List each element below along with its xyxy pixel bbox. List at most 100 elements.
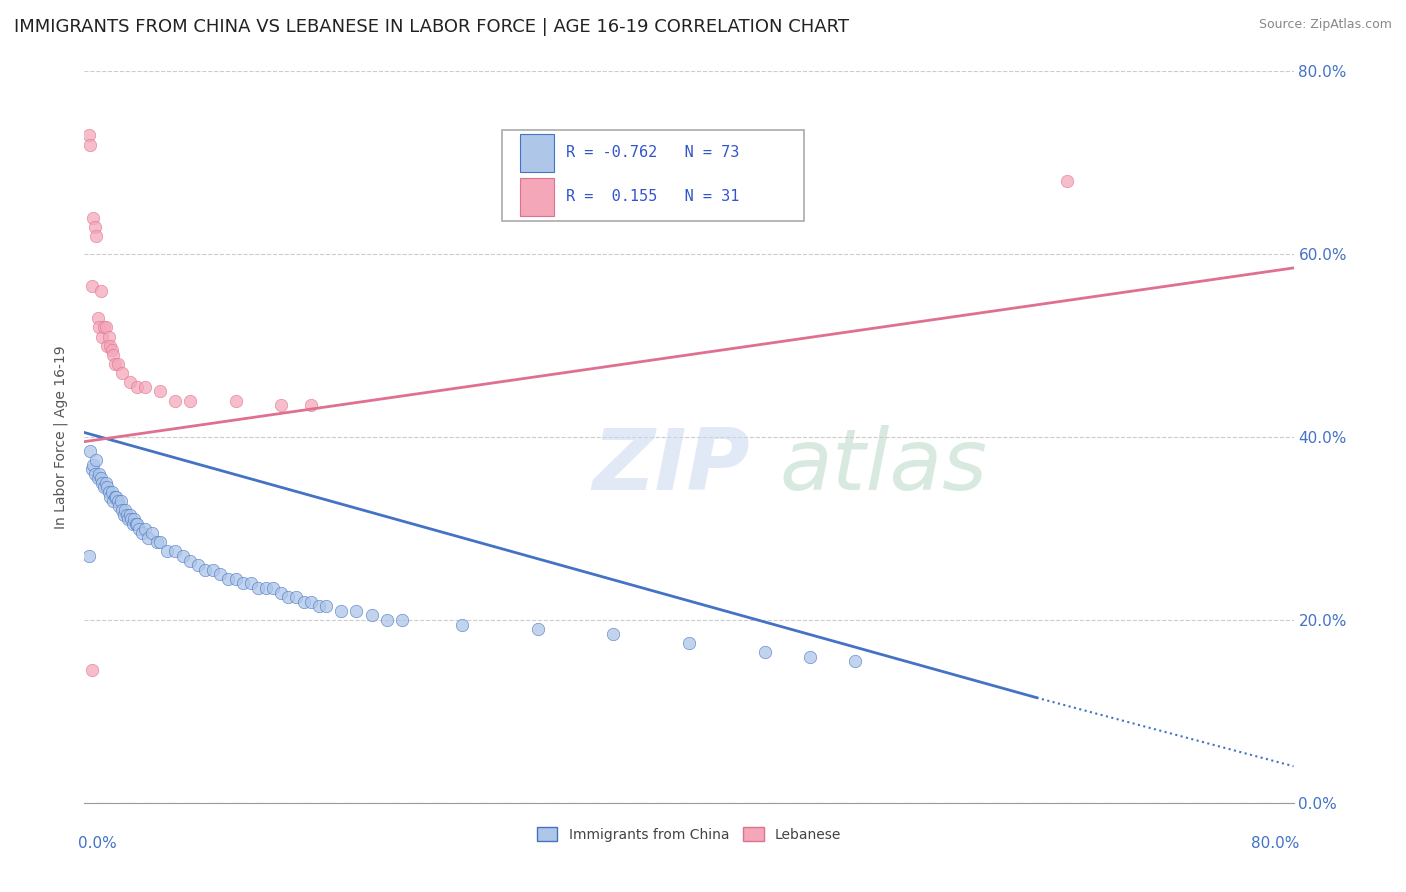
Point bbox=[89, 467, 111, 481]
Point bbox=[107, 357, 129, 371]
Point bbox=[239, 576, 262, 591]
Point bbox=[104, 490, 127, 504]
Point bbox=[101, 348, 124, 362]
Point bbox=[90, 471, 112, 485]
Point bbox=[299, 594, 322, 608]
Point bbox=[225, 572, 247, 586]
Point bbox=[86, 229, 108, 244]
Point bbox=[97, 485, 120, 500]
FancyBboxPatch shape bbox=[502, 130, 804, 221]
Point bbox=[247, 581, 270, 595]
Point bbox=[262, 581, 284, 595]
Text: ZIP: ZIP bbox=[592, 425, 749, 508]
Point bbox=[194, 563, 217, 577]
Point bbox=[94, 475, 117, 490]
Point bbox=[98, 490, 121, 504]
Text: atlas: atlas bbox=[780, 425, 987, 508]
Point bbox=[111, 366, 134, 380]
Text: Source: ZipAtlas.com: Source: ZipAtlas.com bbox=[1258, 18, 1392, 31]
Point bbox=[225, 393, 247, 408]
Text: IMMIGRANTS FROM CHINA VS LEBANESE IN LABOR FORCE | AGE 16-19 CORRELATION CHART: IMMIGRANTS FROM CHINA VS LEBANESE IN LAB… bbox=[14, 18, 849, 36]
Point bbox=[86, 453, 108, 467]
Point bbox=[125, 516, 148, 531]
Point bbox=[79, 443, 101, 458]
Point bbox=[122, 512, 145, 526]
Point bbox=[79, 137, 101, 152]
Point bbox=[844, 654, 866, 668]
Point bbox=[134, 521, 156, 535]
Point bbox=[77, 549, 100, 563]
Point bbox=[799, 649, 821, 664]
Point bbox=[136, 531, 159, 545]
Point bbox=[91, 475, 114, 490]
Point bbox=[93, 320, 115, 334]
Y-axis label: In Labor Force | Age 16-19: In Labor Force | Age 16-19 bbox=[53, 345, 69, 529]
Point bbox=[101, 494, 124, 508]
Point bbox=[277, 590, 299, 604]
Point bbox=[330, 604, 353, 618]
Point bbox=[165, 393, 187, 408]
Point bbox=[141, 526, 163, 541]
Point bbox=[201, 563, 224, 577]
Point bbox=[346, 604, 368, 618]
Point bbox=[217, 572, 239, 586]
Point bbox=[114, 503, 136, 517]
Point bbox=[172, 549, 194, 563]
Legend: Immigrants from China, Lebanese: Immigrants from China, Lebanese bbox=[531, 822, 846, 847]
Point bbox=[270, 398, 292, 412]
Point bbox=[112, 508, 135, 522]
Point bbox=[108, 499, 131, 513]
Point bbox=[80, 462, 103, 476]
Point bbox=[754, 645, 776, 659]
Point bbox=[118, 508, 141, 522]
Point bbox=[80, 279, 103, 293]
Point bbox=[146, 535, 169, 549]
Point bbox=[156, 544, 179, 558]
Point bbox=[98, 338, 121, 352]
Point bbox=[308, 599, 330, 614]
Point bbox=[131, 526, 153, 541]
Point bbox=[115, 508, 138, 522]
Point bbox=[84, 219, 107, 234]
Point bbox=[84, 467, 107, 481]
Point bbox=[179, 553, 201, 567]
Point bbox=[100, 485, 122, 500]
Point bbox=[90, 284, 112, 298]
Point bbox=[299, 398, 322, 412]
Point bbox=[120, 512, 142, 526]
Point bbox=[93, 480, 115, 494]
Point bbox=[97, 329, 120, 343]
Point bbox=[179, 393, 201, 408]
Text: 0.0%: 0.0% bbox=[79, 836, 117, 851]
Point bbox=[94, 320, 117, 334]
Text: R = -0.762   N = 73: R = -0.762 N = 73 bbox=[565, 145, 740, 161]
Point bbox=[232, 576, 254, 591]
Point bbox=[254, 581, 277, 595]
Point bbox=[80, 663, 103, 677]
Point bbox=[105, 490, 128, 504]
Point bbox=[96, 338, 118, 352]
Point bbox=[111, 503, 134, 517]
Point bbox=[82, 211, 104, 225]
Bar bbox=[520, 134, 554, 172]
Point bbox=[375, 613, 398, 627]
Point bbox=[1056, 174, 1078, 188]
Point bbox=[391, 613, 413, 627]
Point bbox=[118, 375, 141, 389]
Text: R =  0.155   N = 31: R = 0.155 N = 31 bbox=[565, 189, 740, 204]
Point bbox=[128, 521, 150, 535]
Point bbox=[292, 594, 315, 608]
Point bbox=[270, 585, 292, 599]
Point bbox=[149, 535, 172, 549]
Point bbox=[209, 567, 232, 582]
Point bbox=[451, 617, 474, 632]
Point bbox=[91, 329, 114, 343]
Point bbox=[77, 128, 100, 143]
Point bbox=[127, 516, 149, 531]
Point bbox=[602, 626, 624, 640]
Point bbox=[149, 384, 172, 399]
Point bbox=[285, 590, 308, 604]
Point bbox=[104, 357, 127, 371]
Point bbox=[678, 636, 700, 650]
Point bbox=[127, 380, 149, 394]
